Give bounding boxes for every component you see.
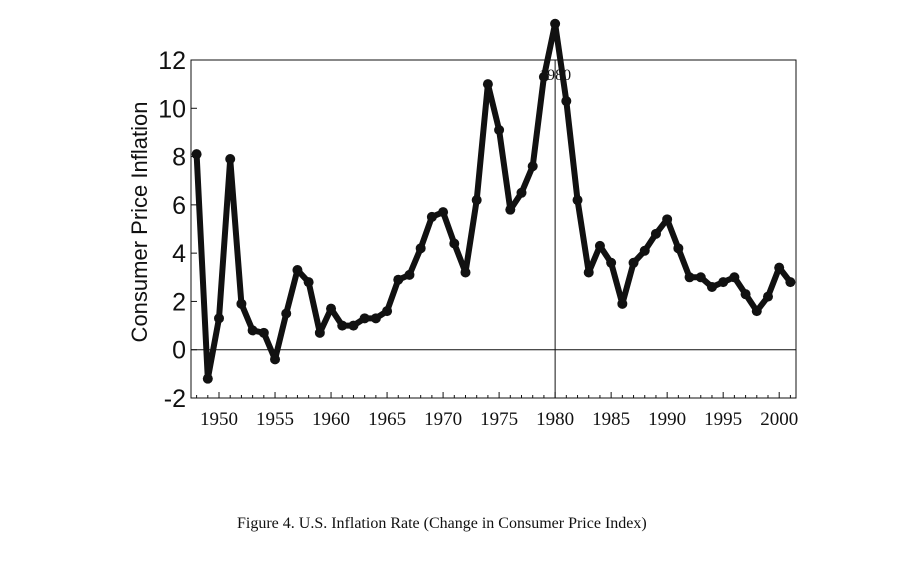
data-point xyxy=(550,18,561,29)
data-point xyxy=(785,277,796,288)
y-tick-label: 12 xyxy=(158,47,186,75)
data-point xyxy=(774,262,785,273)
data-point xyxy=(527,161,538,172)
data-point xyxy=(684,272,695,283)
data-point xyxy=(370,313,381,324)
x-tick-label: 2000 xyxy=(760,409,798,430)
data-point xyxy=(191,149,202,160)
data-point xyxy=(628,257,639,268)
x-tick-label: 1970 xyxy=(424,409,462,430)
chart-series xyxy=(191,18,796,384)
y-axis-label: Consumer Price Inflation xyxy=(127,102,152,343)
data-point xyxy=(762,291,773,302)
data-point xyxy=(662,214,673,225)
data-point xyxy=(303,277,314,288)
y-tick-label: 6 xyxy=(172,192,186,220)
data-point xyxy=(572,195,583,206)
data-point xyxy=(236,298,247,309)
data-point xyxy=(449,238,460,249)
y-tick-label: -2 xyxy=(164,385,186,413)
figure-caption: Figure 4. U.S. Inflation Rate (Change in… xyxy=(237,515,647,532)
x-tick-label: 1995 xyxy=(704,409,742,430)
data-point xyxy=(617,298,628,309)
series-line xyxy=(193,20,794,382)
data-point xyxy=(415,243,426,254)
data-point xyxy=(706,281,717,292)
data-point xyxy=(314,327,325,338)
data-point xyxy=(482,79,493,90)
data-point xyxy=(594,240,605,251)
data-point xyxy=(281,308,292,319)
data-point xyxy=(718,277,729,288)
x-tick-label: 1955 xyxy=(256,409,294,430)
x-tick-label: 1990 xyxy=(648,409,686,430)
data-point xyxy=(729,272,740,283)
data-point xyxy=(583,267,594,278)
data-point xyxy=(382,306,393,317)
data-point xyxy=(348,320,359,331)
data-point xyxy=(247,325,258,336)
y-tick-label: 10 xyxy=(158,95,186,123)
data-point xyxy=(326,303,337,314)
y-tick-label: 0 xyxy=(172,337,186,365)
x-tick-label: 1985 xyxy=(592,409,630,430)
x-tick-label: 1965 xyxy=(368,409,406,430)
data-point xyxy=(639,245,650,256)
data-point xyxy=(426,211,437,222)
data-point xyxy=(494,125,505,136)
data-point xyxy=(337,320,348,331)
data-point xyxy=(214,313,225,324)
x-tick-label: 1980 xyxy=(536,409,574,430)
data-point xyxy=(471,195,482,206)
data-point xyxy=(404,269,415,280)
data-point xyxy=(516,187,527,198)
data-point xyxy=(751,306,762,317)
y-tick-label: 8 xyxy=(172,144,186,172)
chart-axes: -2 0 2 4 6 8 10 12 1950 1955 1960 1965 1970 1975 1980 1… xyxy=(158,47,798,430)
data-point xyxy=(438,207,449,218)
x-tick-label: 1950 xyxy=(200,409,238,430)
data-point xyxy=(650,228,661,239)
data-point xyxy=(202,373,213,384)
data-point xyxy=(225,153,236,164)
data-point xyxy=(695,272,706,283)
data-point xyxy=(606,257,617,268)
y-tick-label: 4 xyxy=(172,240,186,268)
data-point xyxy=(393,274,404,285)
data-point xyxy=(359,313,370,324)
data-point xyxy=(270,354,281,365)
data-point xyxy=(258,327,269,338)
data-point xyxy=(673,243,684,254)
x-tick-label: 1975 xyxy=(480,409,518,430)
data-point xyxy=(505,204,516,215)
data-point xyxy=(460,267,471,278)
data-point xyxy=(561,96,572,107)
data-point xyxy=(538,71,549,82)
x-tick-label: 1960 xyxy=(312,409,350,430)
data-point xyxy=(740,289,751,300)
y-tick-label: 2 xyxy=(172,288,186,316)
data-point xyxy=(292,265,303,276)
plot-frame xyxy=(190,59,797,399)
